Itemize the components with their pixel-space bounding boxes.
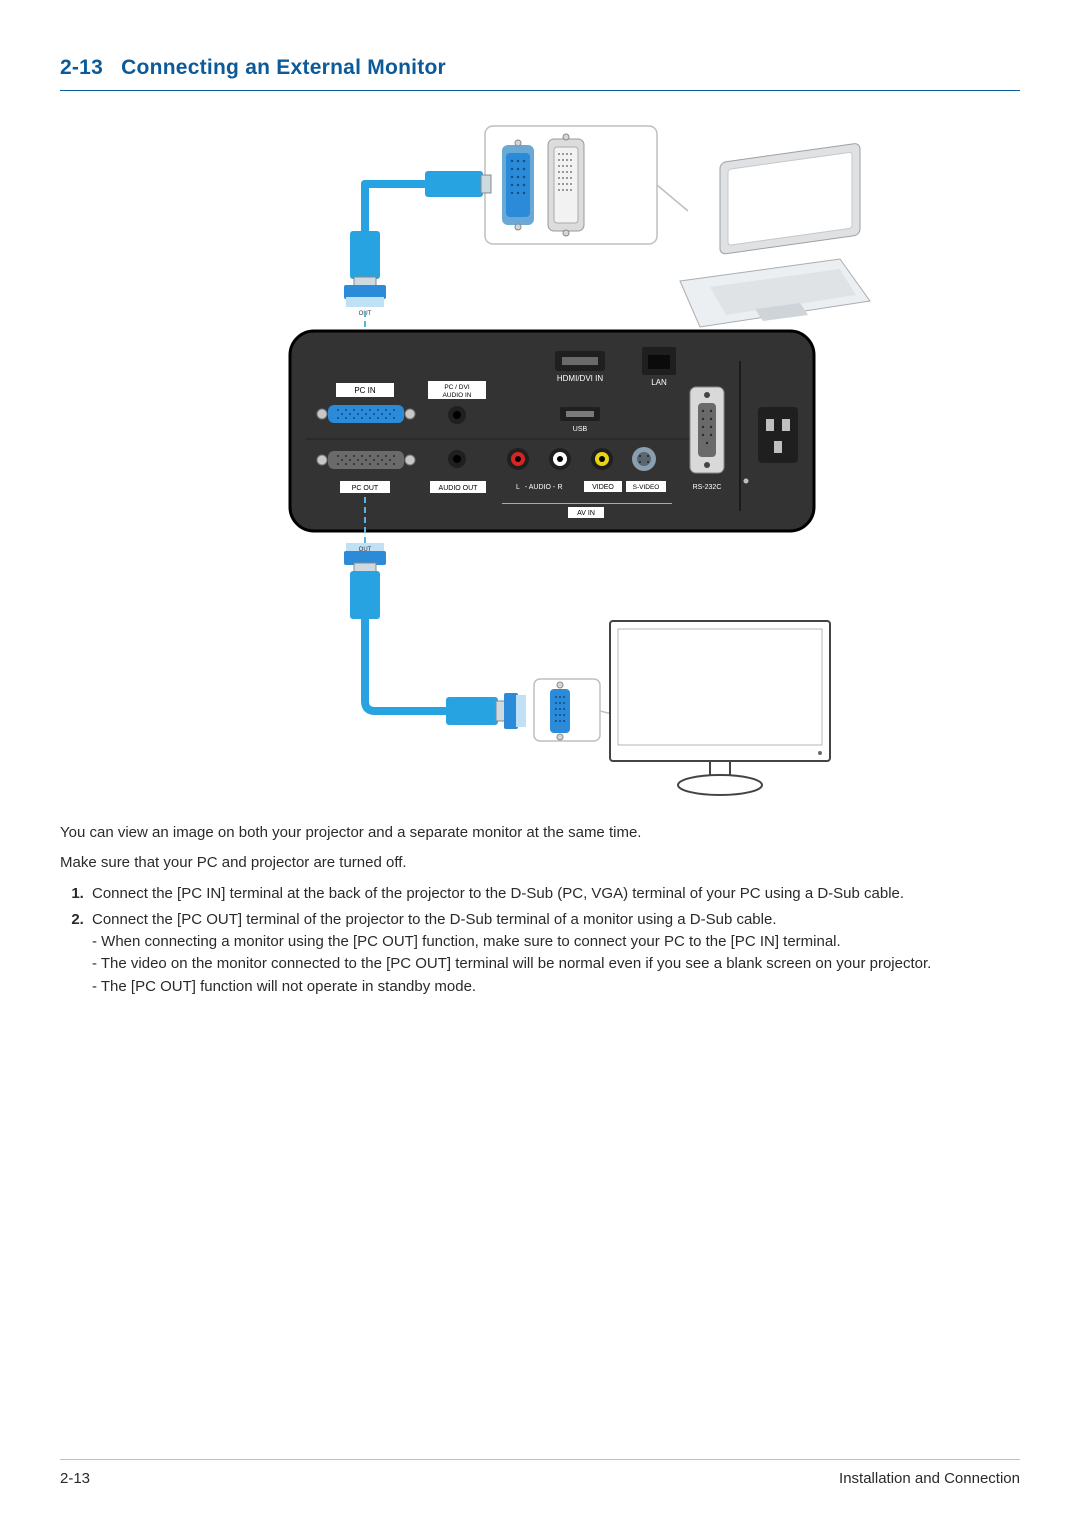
svg-text:HDMI/DVI IN: HDMI/DVI IN [557, 374, 603, 383]
svg-text:RS-232C: RS-232C [693, 484, 722, 491]
svg-text:PC OUT: PC OUT [352, 485, 379, 492]
step-1: Connect the [PC IN] terminal at the back… [88, 884, 1020, 904]
step-2-sub-2: - The video on the monitor connected to … [92, 954, 1020, 974]
section-title: Connecting an External Monitor [121, 56, 446, 79]
svg-text:AUDIO OUT: AUDIO OUT [439, 485, 479, 492]
step-1-text: Connect the [PC IN] terminal at the back… [92, 885, 904, 902]
section-number: 2-13 [60, 56, 103, 79]
svg-text:PC IN: PC IN [354, 386, 376, 395]
step-2: Connect the [PC OUT] terminal of the pro… [88, 910, 1020, 997]
page-footer: 2-13 Installation and Connection [60, 1459, 1020, 1487]
svg-text:PC / DVI: PC / DVI [444, 384, 469, 391]
step-2-text: Connect the [PC OUT] terminal of the pro… [92, 911, 777, 928]
section-heading: 2-13 Connecting an External Monitor [60, 56, 1020, 91]
footer-right: Installation and Connection [839, 1470, 1020, 1487]
svg-text:- AUDIO -: - AUDIO - [525, 484, 556, 491]
step-2-sub-1: - When connecting a monitor using the [P… [92, 932, 1020, 952]
intro-line-2: Make sure that your PC and projector are… [60, 853, 1020, 873]
svg-text:AV IN: AV IN [577, 510, 595, 517]
footer-left: 2-13 [60, 1470, 90, 1487]
connection-diagram: OUT HDMI/DVI IN LAN PC IN [190, 111, 890, 811]
svg-text:S-VIDEO: S-VIDEO [633, 484, 660, 491]
steps-list: Connect the [PC IN] terminal at the back… [60, 884, 1020, 997]
intro-line-1: You can view an image on both your proje… [60, 823, 1020, 843]
svg-text:USB: USB [573, 426, 588, 433]
svg-text:VIDEO: VIDEO [592, 484, 614, 491]
svg-text:LAN: LAN [651, 378, 667, 387]
body-text: You can view an image on both your proje… [60, 823, 1020, 997]
svg-text:R: R [557, 484, 562, 491]
svg-text:L: L [516, 484, 520, 491]
svg-text:AUDIO IN: AUDIO IN [443, 392, 472, 399]
step-2-sub-3: - The [PC OUT] function will not operate… [92, 977, 1020, 997]
